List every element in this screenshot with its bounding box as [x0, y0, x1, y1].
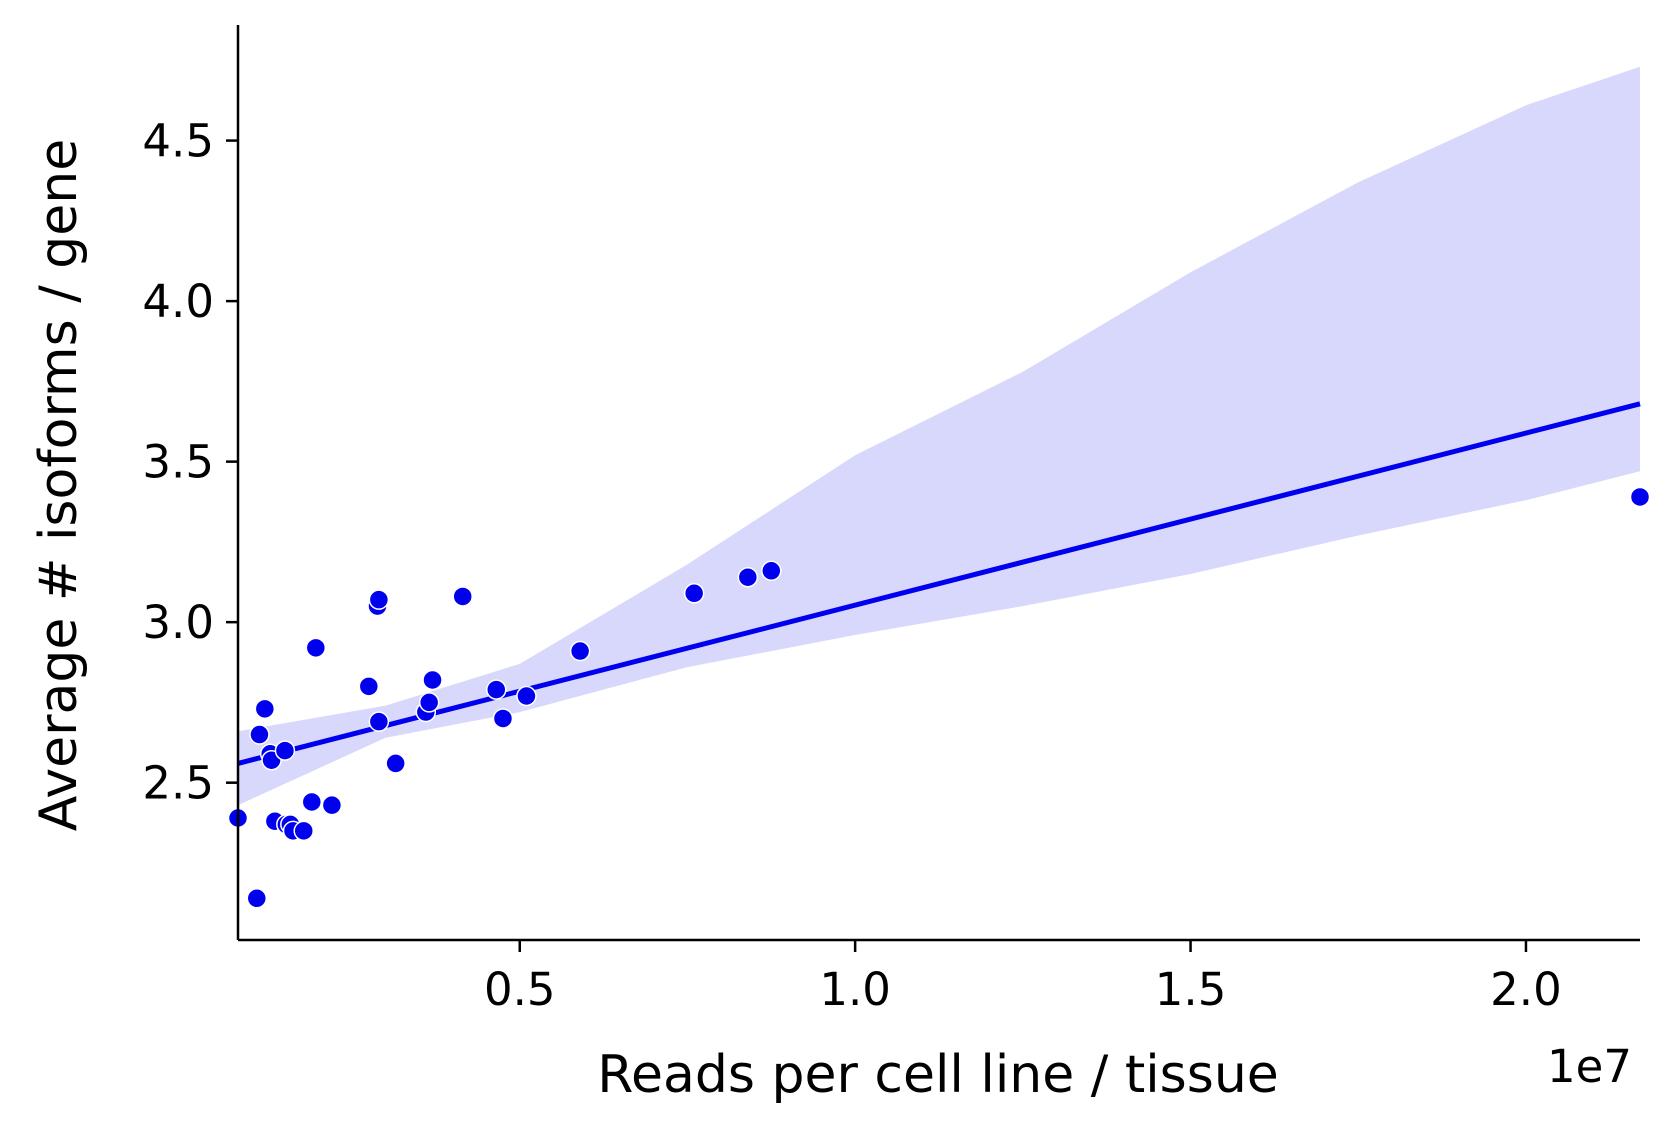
x-tick-label: 1.5	[1155, 963, 1227, 1016]
data-point	[418, 692, 440, 713]
y-ticks: 2.5 3.0 3.5 4.0 4.5	[142, 115, 238, 810]
x-tick-label: 0.5	[484, 963, 556, 1016]
regression-line-layer	[237, 401, 1641, 766]
data-point	[1629, 486, 1651, 508]
x-tick-label: 1.0	[819, 963, 891, 1016]
y-tick-label: 2.5	[142, 757, 214, 810]
data-point	[737, 566, 759, 588]
data-points-layer	[227, 486, 1651, 909]
data-point	[358, 676, 380, 697]
data-point	[249, 724, 270, 745]
y-tick-label: 3.0	[142, 596, 214, 649]
data-point	[516, 685, 537, 707]
data-point	[305, 637, 327, 659]
data-point	[422, 669, 443, 691]
data-point	[254, 698, 276, 720]
y-tick-label: 4.5	[142, 115, 214, 168]
data-point	[761, 560, 782, 582]
y-tick-label: 3.5	[142, 436, 214, 489]
data-point	[385, 753, 406, 774]
x-tick-label: 2.0	[1490, 963, 1562, 1016]
data-point	[368, 711, 390, 732]
data-point	[274, 740, 296, 761]
data-point	[301, 791, 323, 813]
x-axis-title: Reads per cell line / tissue	[597, 1045, 1279, 1105]
data-point	[321, 794, 343, 816]
data-point	[246, 888, 268, 909]
data-point	[368, 589, 390, 610]
y-tick-label: 4.0	[142, 275, 214, 328]
data-point	[492, 708, 514, 729]
data-point	[569, 640, 591, 662]
x-axis-offset-label: 1e7	[1547, 1040, 1632, 1093]
confidence-band-layer	[238, 66, 1640, 806]
axes	[236, 25, 1640, 942]
data-point	[683, 583, 705, 604]
data-point	[452, 586, 473, 607]
regression-line	[237, 401, 1641, 766]
data-point	[486, 679, 507, 700]
data-point	[293, 820, 314, 842]
x-ticks: 0.5 1.0 1.5 2.0	[484, 940, 1562, 1016]
y-axis-title: Average # isoforms / gene	[29, 139, 89, 831]
confidence-band	[238, 66, 1640, 806]
